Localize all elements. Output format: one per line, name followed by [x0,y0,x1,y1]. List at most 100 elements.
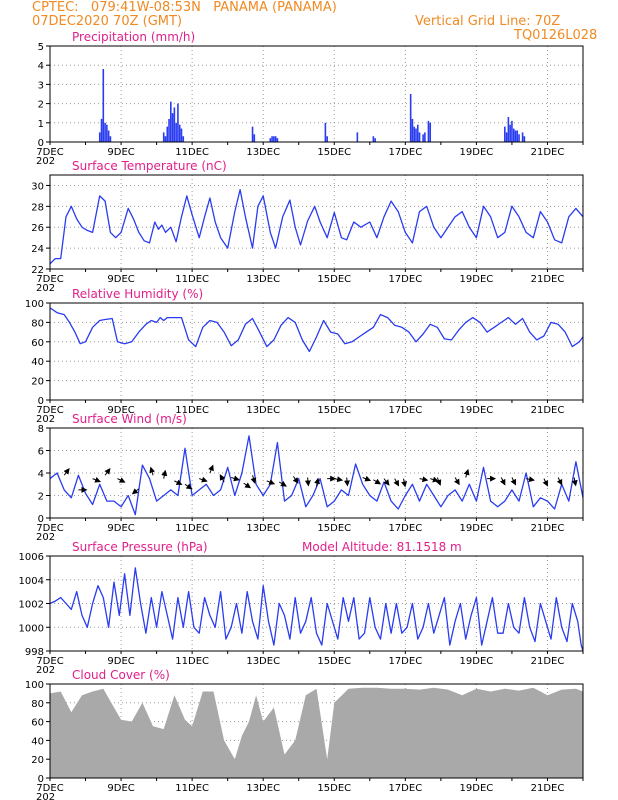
y-tick-label: 0 [38,514,44,525]
y-tick-label: 100 [25,680,44,691]
precip-bar [178,124,181,142]
x-year-label: 202 [36,665,55,676]
wind-arrow [344,477,350,487]
x-year-label: 202 [36,283,55,294]
series-line [50,307,583,353]
x-year-label: 202 [36,792,55,800]
x-tick-label: 21DEC [531,783,565,794]
wind-arrow [92,476,101,483]
wind-arrow [314,477,321,487]
wind-arrow [208,464,214,474]
panel-3: 0 20 40 60 80 100 7DEC 9DEC 11DEC 13DEC 15DEC 17DEC… [25,287,584,425]
x-tick-label: 15DEC [317,523,351,534]
wind-arrow [184,483,193,490]
wind-arrow [219,474,226,483]
x-tick-label: 9DEC [107,405,134,416]
x-tick-label: 13DEC [246,405,280,416]
header-model-code: TQ0126L028 [514,28,598,43]
wind-arrow [401,478,408,488]
y-tick-label: 4 [38,61,44,72]
y-tick-label: 0 [38,774,44,785]
panel-title: Relative Humidity (%) [72,287,203,301]
wind-arrow [435,477,442,486]
precip-bar [166,126,169,142]
precip-bar [512,128,515,142]
precip-bar [509,124,511,142]
wind-arrow [526,476,535,483]
y-tick-label: 998 [25,647,44,658]
cloud-area [50,687,583,778]
panel-2: 22 24 26 28 30 7DEC 9DEC 11DEC 13DEC 15DEC 17DEC 19… [31,159,584,294]
x-tick-label: 7DEC [36,523,63,534]
x-tick-label: 11DEC [175,147,209,158]
x-tick-label: 11DEC [175,405,209,416]
series-line [50,567,583,652]
x-tick-label: 13DEC [246,523,280,534]
x-tick-label: 17DEC [388,274,422,285]
precip-bar [102,69,105,142]
x-tick-label: 15DEC [317,783,351,794]
wind-arrow [231,475,240,482]
wind-arrow [199,476,208,483]
x-tick-label: 19DEC [460,405,494,416]
y-tick-label: 20 [31,377,44,388]
precip-bar [507,117,510,142]
precip-bar [273,136,275,142]
x-tick-label: 19DEC [460,783,494,794]
x-tick-label: 11DEC [175,523,209,534]
wind-arrow [243,482,252,489]
y-tick-label: 40 [31,736,44,747]
precip-bar [175,122,177,142]
panel-4: 0 2 4 6 8 7DEC 9DEC 11DEC 13DEC 15DEC 17DEC 19DEC 21… [36,412,584,543]
x-tick-label: 9DEC [107,147,134,158]
x-tick-label: 7DEC [36,405,63,416]
panel-subtitle: Model Altitude: 81.1518 m [302,540,462,554]
precip-bar [276,138,279,142]
x-tick-label: 21DEC [531,656,565,667]
x-tick-label: 7DEC [36,274,63,285]
wind-arrow [334,476,344,483]
precip-bar [171,113,174,142]
y-tick-label: 1004 [19,576,44,587]
precip-bar [374,138,376,142]
y-tick-label: 5 [38,42,44,53]
panel-frame [49,302,584,401]
y-tick-label: 1 [38,119,44,130]
wind-arrow [104,468,111,476]
panel-frame [49,174,584,270]
x-tick-label: 19DEC [460,274,494,285]
wind-arrow [304,477,311,487]
wind-arrow [419,476,429,483]
panel-6: 0 20 40 60 80 100 7DEC 9DEC 11DEC 13DEC 15DEC 17DEC… [25,668,584,800]
wind-arrow [510,477,516,486]
precip-bar [418,132,421,142]
y-tick-label: 6 [38,447,44,458]
precip-bar [518,134,520,142]
x-tick-label: 13DEC [246,147,280,158]
y-tick-label: 22 [31,265,44,276]
precip-bar [177,103,179,142]
precip-bar [104,122,106,142]
precip-bar [521,132,524,142]
precip-bar [168,118,170,142]
precip-bar [514,130,517,142]
wind-arrow [571,477,578,487]
precip-bar [170,101,172,142]
wind-arrow [454,477,460,486]
wind-arrow [266,479,276,485]
x-tick-label: 9DEC [107,783,134,794]
wind-arrow [542,478,548,487]
header-location: CPTEC: 079:41W-08:53N PANAMA (PANAMA) [32,0,337,15]
x-tick-label: 9DEC [107,274,134,285]
x-tick-label: 15DEC [317,656,351,667]
precip-bar [253,134,256,142]
panel-frame [49,45,584,143]
y-tick-label: 80 [31,318,44,329]
wind-arrow [499,477,506,486]
x-tick-label: 11DEC [175,274,209,285]
precip-bar [271,136,273,142]
wind-arrow [63,468,70,476]
y-tick-label: 28 [31,202,44,213]
precip-bar [98,132,101,142]
precip-bar [164,136,167,142]
